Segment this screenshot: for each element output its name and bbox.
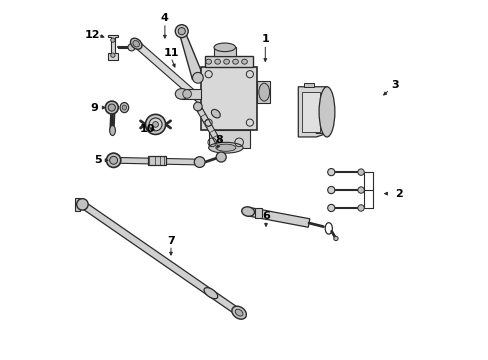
Polygon shape	[107, 35, 118, 60]
Ellipse shape	[215, 144, 235, 151]
Polygon shape	[208, 130, 249, 148]
Ellipse shape	[122, 105, 126, 110]
Ellipse shape	[235, 309, 243, 316]
Ellipse shape	[128, 44, 135, 51]
Text: 9: 9	[90, 103, 99, 113]
Ellipse shape	[110, 53, 115, 57]
Text: 12: 12	[84, 30, 100, 40]
Polygon shape	[215, 144, 223, 150]
Ellipse shape	[110, 38, 115, 42]
Text: 4: 4	[161, 13, 168, 23]
Ellipse shape	[130, 38, 142, 49]
Ellipse shape	[145, 114, 165, 134]
Polygon shape	[182, 89, 201, 99]
Ellipse shape	[327, 204, 334, 212]
Polygon shape	[80, 202, 241, 316]
Ellipse shape	[105, 101, 118, 114]
Text: 10: 10	[139, 124, 154, 134]
Polygon shape	[113, 157, 199, 165]
Ellipse shape	[152, 122, 158, 127]
Text: 11: 11	[163, 48, 179, 58]
Ellipse shape	[333, 236, 337, 240]
Ellipse shape	[223, 59, 229, 64]
Ellipse shape	[175, 89, 188, 99]
Polygon shape	[134, 41, 218, 116]
Ellipse shape	[208, 142, 243, 153]
Ellipse shape	[357, 205, 364, 211]
Polygon shape	[298, 87, 326, 137]
Ellipse shape	[241, 59, 247, 64]
Ellipse shape	[77, 199, 88, 210]
Ellipse shape	[149, 118, 162, 131]
Ellipse shape	[133, 41, 139, 47]
Ellipse shape	[109, 126, 115, 135]
Polygon shape	[195, 105, 222, 145]
Polygon shape	[303, 83, 314, 87]
Ellipse shape	[109, 156, 117, 164]
Ellipse shape	[231, 306, 246, 319]
Text: 3: 3	[390, 80, 398, 90]
Polygon shape	[179, 30, 203, 80]
Ellipse shape	[108, 104, 115, 111]
Text: 1: 1	[261, 35, 268, 44]
Ellipse shape	[357, 187, 364, 193]
Ellipse shape	[216, 152, 226, 162]
Ellipse shape	[258, 83, 269, 101]
Ellipse shape	[211, 109, 220, 118]
Ellipse shape	[319, 87, 334, 137]
Text: 7: 7	[167, 236, 175, 246]
Text: 2: 2	[394, 189, 402, 199]
Ellipse shape	[232, 59, 238, 64]
Polygon shape	[247, 207, 309, 227]
Polygon shape	[74, 198, 80, 211]
Ellipse shape	[241, 207, 254, 216]
Polygon shape	[201, 67, 257, 130]
Ellipse shape	[327, 168, 334, 176]
Ellipse shape	[193, 102, 202, 111]
Ellipse shape	[327, 186, 334, 194]
Ellipse shape	[178, 28, 185, 35]
Polygon shape	[257, 81, 269, 103]
Polygon shape	[301, 92, 319, 132]
Ellipse shape	[120, 103, 128, 113]
Ellipse shape	[175, 25, 188, 38]
Ellipse shape	[106, 153, 121, 167]
Text: 5: 5	[94, 155, 102, 165]
Ellipse shape	[203, 288, 217, 299]
Ellipse shape	[183, 90, 191, 98]
Text: 6: 6	[262, 211, 269, 221]
Polygon shape	[147, 156, 165, 165]
Ellipse shape	[194, 157, 204, 167]
Polygon shape	[214, 47, 235, 56]
Polygon shape	[254, 208, 262, 219]
Ellipse shape	[214, 59, 220, 64]
Ellipse shape	[205, 59, 211, 64]
Text: 8: 8	[215, 135, 223, 145]
Ellipse shape	[357, 169, 364, 175]
Polygon shape	[204, 56, 253, 67]
Ellipse shape	[192, 72, 203, 83]
Ellipse shape	[214, 43, 235, 51]
